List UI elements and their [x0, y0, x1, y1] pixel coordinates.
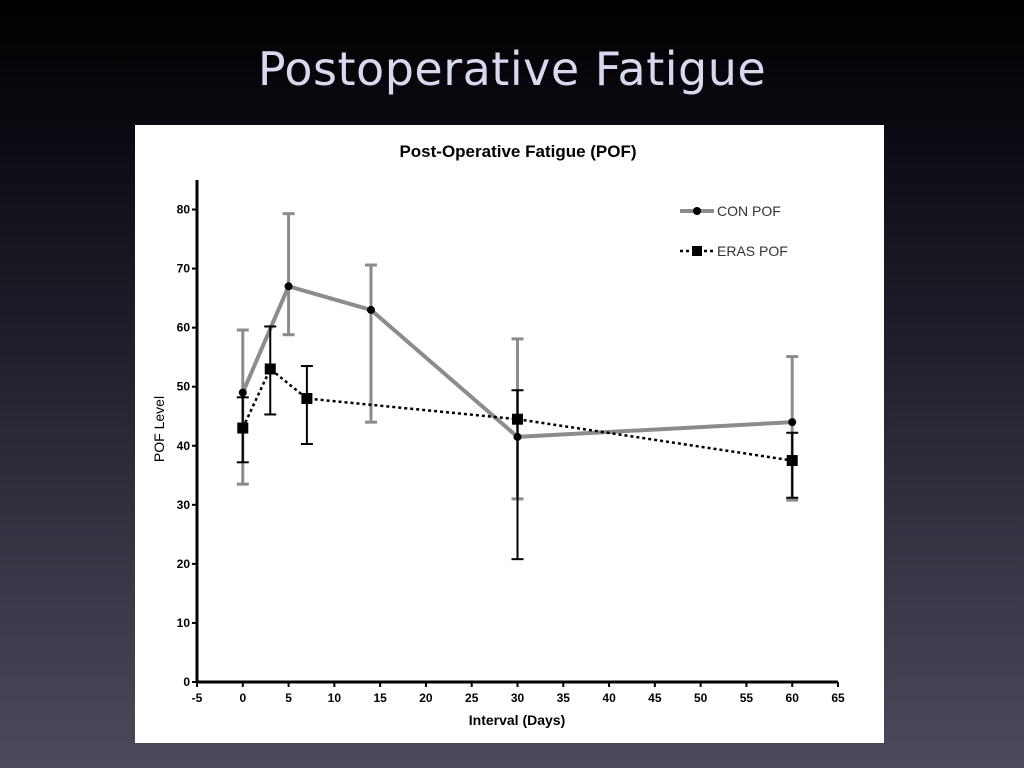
y-tick-label: 20	[177, 557, 191, 571]
x-tick-label: 45	[648, 691, 662, 705]
x-tick-label: 10	[328, 691, 342, 705]
y-tick-label: 70	[177, 262, 191, 276]
x-tick-label: 40	[602, 691, 616, 705]
x-tick-label: 15	[373, 691, 387, 705]
x-tick-label: 5	[285, 691, 292, 705]
data-point	[786, 455, 798, 467]
y-tick-label: 0	[183, 675, 190, 689]
x-tick-label: 65	[831, 691, 845, 705]
x-tick-label: 20	[419, 691, 433, 705]
legend-marker	[692, 246, 702, 256]
y-tick-label: 10	[177, 616, 191, 630]
y-tick-label: 80	[177, 203, 191, 217]
fatigue-line-chart: Post-Operative Fatigue (POF) -5 0 5 10 15 20 2…	[151, 142, 845, 728]
y-tick-label: 40	[177, 439, 191, 453]
x-tick-label: 50	[694, 691, 708, 705]
data-point	[284, 282, 293, 291]
slide-title: Postoperative Fatigue	[257, 42, 767, 96]
series-line	[241, 367, 793, 462]
data-point	[264, 363, 276, 375]
data-point	[788, 418, 797, 427]
data-layer	[236, 212, 799, 561]
legend: CON POF ERAS POF	[680, 203, 788, 259]
legend-entry-eras-pof: ERAS POF	[680, 243, 788, 259]
axes: -5 0 5 10 15 20 25 30 35 40 45 50 55 60 65010203040506…	[177, 180, 845, 705]
chart-title: Post-Operative Fatigue (POF)	[399, 142, 636, 161]
x-tick-label: 55	[740, 691, 754, 705]
data-point	[237, 422, 249, 434]
data-point	[512, 413, 523, 425]
x-tick-label: 35	[557, 691, 571, 705]
chart-panel: Post-Operative Fatigue (POF) -5 0 5 10 15 20 2…	[135, 125, 884, 743]
x-tick-label: 30	[511, 691, 525, 705]
data-point	[238, 388, 247, 397]
y-tick-label: 50	[177, 380, 191, 394]
x-tick-label: 0	[239, 691, 246, 705]
x-tick-label: -5	[192, 691, 203, 705]
y-tick-label: 30	[177, 498, 191, 512]
x-axis-label: Interval (Days)	[469, 712, 565, 728]
legend-label: ERAS POF	[717, 243, 788, 259]
series-eras-pof	[236, 325, 799, 561]
data-point	[366, 305, 375, 314]
y-axis-label: POF Level	[151, 396, 167, 462]
y-tick-label: 60	[177, 321, 191, 335]
legend-marker	[693, 207, 701, 215]
legend-label: CON POF	[717, 203, 781, 219]
x-tick-label: 60	[786, 691, 800, 705]
data-point	[301, 393, 313, 405]
x-tick-label: 25	[465, 691, 479, 705]
legend-entry-con-pof: CON POF	[680, 203, 781, 219]
